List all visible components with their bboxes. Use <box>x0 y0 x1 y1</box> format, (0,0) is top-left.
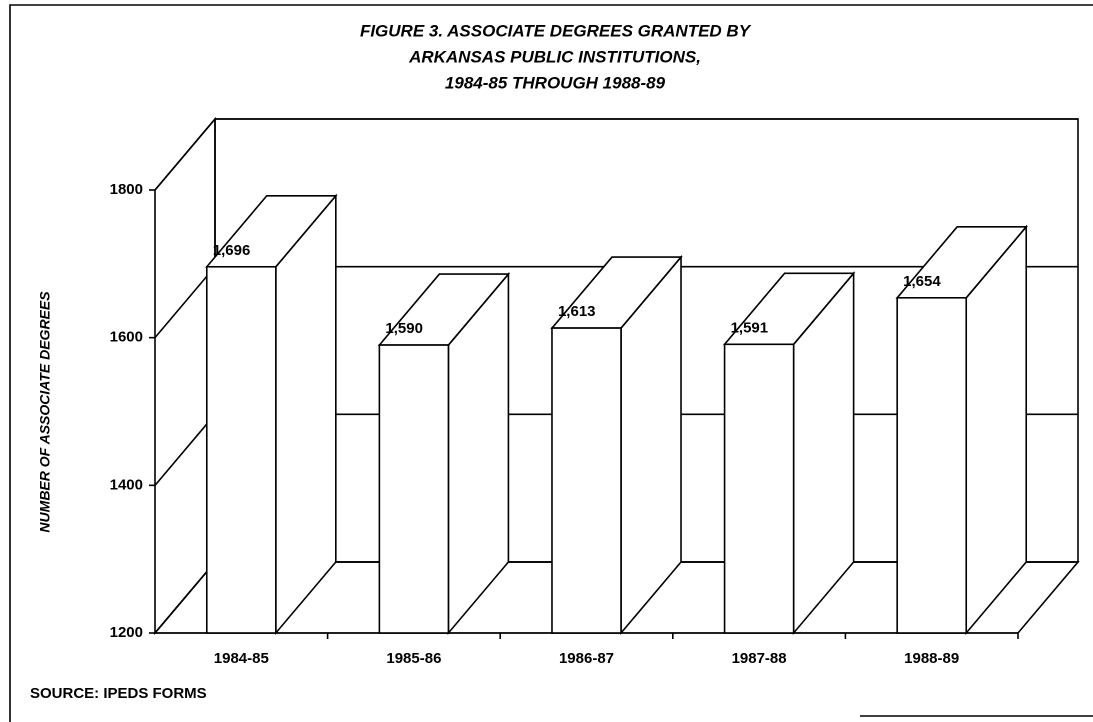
bar <box>205 265 277 634</box>
y-tick-label: 1800 <box>110 181 143 198</box>
data-label: 1,696 <box>213 242 251 259</box>
data-label: 1,591 <box>731 319 769 336</box>
bar-side <box>275 193 337 636</box>
x-tick-label: 1986-87 <box>559 650 614 667</box>
x-tick-label: 1985-86 <box>386 650 441 667</box>
y-tick-label: 1400 <box>110 476 143 493</box>
y-axis-label: NUMBER OF ASSOCIATE DEGREES <box>37 291 53 533</box>
source-note: SOURCE: IPEDS FORMS <box>30 685 207 702</box>
bar <box>896 296 968 634</box>
x-tick-label: 1988-89 <box>904 650 959 667</box>
bar <box>723 343 795 634</box>
chart-title: FIGURE 3. ASSOCIATE DEGREES GRANTED BY <box>360 21 752 40</box>
x-tick-label: 1987-88 <box>732 650 787 667</box>
y-tick-label: 1600 <box>110 329 143 346</box>
data-label: 1,590 <box>385 320 423 337</box>
grid-line <box>154 118 1078 191</box>
chart-title: 1984-85 THROUGH 1988-89 <box>445 73 666 92</box>
frame <box>9 4 1093 722</box>
bar <box>378 344 450 634</box>
x-tick-label: 1984-85 <box>214 650 269 667</box>
y-tick-label: 1200 <box>110 624 143 641</box>
data-label: 1,613 <box>558 303 596 320</box>
chart-title: ARKANSAS PUBLIC INSTITUTIONS, <box>408 47 701 66</box>
bar <box>551 327 622 634</box>
data-label: 1,654 <box>903 273 941 290</box>
